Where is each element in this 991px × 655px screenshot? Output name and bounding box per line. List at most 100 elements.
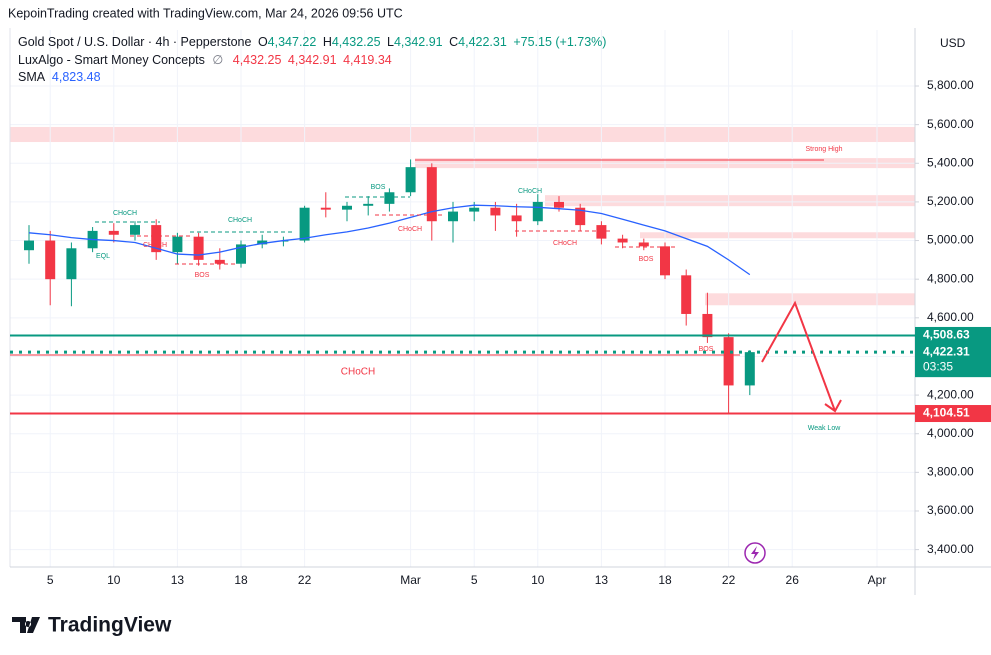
sma-name: SMA	[18, 70, 46, 84]
candle-body	[384, 192, 395, 204]
candle-body	[575, 207, 586, 226]
smc-label: CHoCH	[398, 226, 422, 233]
candle-body	[554, 201, 564, 208]
ohlc-label: C	[449, 35, 458, 49]
indicator-legend: LuxAlgo - Smart Money Concepts ∅ 4,432.2…	[18, 53, 392, 67]
candle-body	[45, 240, 56, 280]
candle-body	[66, 248, 77, 280]
smc-label: CHoCH	[228, 217, 252, 224]
ohlc-label: L	[387, 35, 394, 49]
y-tick-label: 5,200.00	[927, 194, 974, 208]
countdown: 03:35	[923, 359, 953, 373]
change: +75.15 (+1.73%)	[513, 35, 606, 49]
sma-line	[28, 204, 751, 276]
x-tick-label: Mar	[400, 573, 421, 587]
smc-label: CHoCH	[553, 240, 577, 247]
smc-label: CHoCH	[143, 242, 167, 249]
sma-legend: SMA 4,823.48	[18, 70, 101, 84]
candle-body	[702, 313, 713, 338]
credit: KepoinTrading created with TradingView.c…	[8, 6, 403, 20]
y-tick-label: 4,000.00	[927, 426, 974, 440]
candle-body	[320, 207, 331, 210]
price-label-box	[915, 326, 991, 344]
smc-label: CHoCH	[113, 210, 137, 217]
x-tick-label: 22	[298, 573, 312, 587]
indicator-symbol: ∅	[212, 53, 223, 67]
x-tick-label: 10	[531, 573, 545, 587]
smc-label: CHoCH	[518, 188, 542, 195]
candle-body	[363, 203, 374, 206]
x-tick-label: Apr	[868, 573, 887, 587]
y-tick-label: 4,200.00	[927, 387, 974, 401]
smc-label: BOS	[195, 272, 210, 279]
candle-body	[490, 207, 501, 216]
price-label-box	[915, 343, 991, 378]
smc-label: Weak Low	[808, 425, 841, 432]
y-tick-label: 3,600.00	[927, 503, 974, 517]
x-tick-label: 26	[786, 573, 800, 587]
candle-body	[236, 244, 246, 264]
y-tick-label: 5,400.00	[927, 155, 974, 169]
y-tick-label: 5,800.00	[927, 78, 974, 92]
ohlc-value: 4,422.31	[458, 35, 507, 49]
smc-label: Strong High	[806, 146, 843, 153]
price-label-box	[915, 405, 991, 423]
ohlc-value: 4,347.22	[268, 35, 317, 49]
brand-name: TradingView	[48, 614, 172, 637]
candle-body	[723, 337, 734, 386]
candle-body	[342, 205, 352, 210]
candle-body	[108, 230, 119, 235]
projection-arrow	[761, 300, 836, 412]
x-tick-label: 5	[47, 573, 54, 587]
smc-label: BOS	[639, 256, 654, 263]
x-tick-label: 10	[107, 573, 121, 587]
candle-body	[24, 240, 34, 251]
candle-body	[426, 167, 437, 222]
candle-body	[596, 225, 607, 239]
currency[interactable]: USD	[940, 36, 966, 50]
zone	[545, 195, 915, 207]
y-tick-label: 4,800.00	[927, 271, 974, 285]
sma-value: 4,823.48	[52, 70, 101, 84]
y-tick-label: 3,800.00	[927, 465, 974, 479]
structure-lines	[10, 159, 824, 356]
credit-bar	[0, 0, 991, 28]
zone	[705, 293, 915, 306]
x-tick-label: 13	[171, 573, 185, 587]
candle-body	[448, 211, 458, 222]
ohlc-label: O	[258, 35, 268, 49]
x-tick-label: 13	[595, 573, 609, 587]
y-tick-label: 5,000.00	[927, 233, 974, 247]
indicator-name: LuxAlgo - Smart Money Concepts	[18, 53, 205, 67]
candle-body	[257, 240, 268, 245]
smc-label: BOS	[371, 184, 386, 191]
candle-body	[681, 275, 692, 314]
candle-body	[405, 167, 416, 193]
smc-label: BOS	[699, 346, 714, 353]
smc-label: CHoCH	[341, 367, 375, 378]
x-tick-label: 18	[234, 573, 248, 587]
candle-body	[172, 236, 183, 253]
y-tick-label: 5,600.00	[927, 117, 974, 131]
plot: CHoCH EQL CHoCH BOS CHoCH BOS CHoCH CHoCH CHoCH B…	[10, 146, 915, 432]
indicator-value: 4,432.25	[233, 53, 282, 67]
candle-body	[638, 242, 649, 247]
indicator-value: 4,342.91	[288, 53, 337, 67]
indicator-value: 4,419.34	[343, 53, 392, 67]
candle-body	[193, 236, 204, 260]
zone	[10, 126, 915, 143]
x-tick-label: 22	[722, 573, 736, 587]
zone	[640, 232, 915, 239]
y-tick-label: 4,600.00	[927, 310, 974, 324]
x-tick-label: 5	[471, 573, 478, 587]
candle-body	[299, 207, 310, 241]
alert-icon[interactable]	[744, 542, 766, 564]
alert-bolt[interactable]	[751, 546, 759, 560]
ohlc-value: 4,432.25	[332, 35, 381, 49]
price-label: 4,104.51	[923, 406, 970, 420]
symbol: Gold Spot / U.S. Dollar · 4h · Peppersto…	[18, 35, 251, 49]
candle-body	[660, 246, 670, 276]
